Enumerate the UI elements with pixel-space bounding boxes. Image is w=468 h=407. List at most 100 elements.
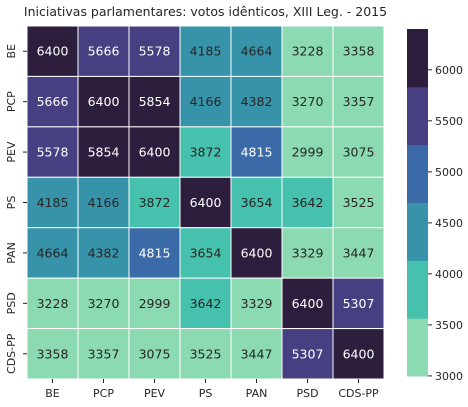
cell-label-CDS-PP-PS: 3525 (190, 346, 222, 361)
cell-label-PS-BE: 4185 (37, 195, 69, 210)
colorbar-segment (407, 144, 428, 203)
cell-label-PS-CDS-PP: 3525 (343, 195, 375, 210)
cell-label-BE-PSD: 3228 (292, 44, 324, 59)
colorbar-tick-label: 4500 (435, 217, 463, 230)
heatmap-cell-PSD-PS (179, 277, 232, 330)
y-tick-label: BE (5, 44, 18, 59)
y-axis-ticks: BE PCP PEV PS PAN PSD CDS-PP (5, 44, 27, 374)
cell-label-PAN-CDS-PP: 3447 (343, 245, 375, 260)
colorbar-segment (407, 86, 428, 146)
heatmap-cell-PEV-PSD (281, 126, 334, 178)
heatmap-cell-PS-CDS-PP (332, 176, 385, 229)
heatmap-cell-CDS-PP-PAN (230, 328, 283, 380)
cell-label-CDS-PP-CDS-PP: 6400 (343, 346, 375, 361)
heatmap-cell-PSD-PCP (77, 277, 130, 330)
colorbar-tick-label: 4000 (435, 268, 463, 281)
heatmap-cell-PEV-PEV (128, 126, 181, 178)
heatmap-cell-PSD-CDS-PP (332, 277, 385, 330)
colorbar-segment (407, 260, 428, 319)
heatmap-cells: 6400 5666 5578 4185 4664 3228 3358 5666 6400 5854… (26, 25, 385, 380)
colorbar-segment (407, 202, 428, 261)
x-tick-label: PEV (144, 387, 166, 400)
cell-label-PS-PCP: 4166 (88, 195, 120, 210)
cell-label-PS-PEV: 3872 (139, 195, 171, 210)
colorbar-segment (407, 318, 428, 377)
x-tick-label: BE (45, 387, 60, 400)
cell-label-PS-PSD: 3642 (292, 195, 324, 210)
cell-label-PS-PAN: 3654 (241, 195, 273, 210)
heatmap-cell-PEV-PCP (77, 126, 130, 178)
x-tick-label: PAN (246, 387, 268, 400)
colorbar-tick-label: 3000 (435, 370, 463, 383)
colorbar-tick-label: 5000 (435, 166, 463, 179)
heatmap-cell-PSD-BE (26, 277, 79, 330)
heatmap-cell-PEV-CDS-PP (332, 126, 385, 178)
cell-label-PAN-PEV: 4815 (139, 245, 171, 260)
cell-label-BE-BE: 6400 (37, 44, 69, 59)
x-axis-ticks: BE PCP PEV PS PAN PSD CDS-PP (45, 379, 379, 400)
heatmap-cell-CDS-PP-PEV (128, 328, 181, 380)
colorbar-tick-label: 5500 (435, 115, 463, 128)
cell-label-PCP-PCP: 6400 (88, 94, 120, 109)
cell-label-PSD-PS: 3642 (190, 296, 222, 311)
y-tick-label: PS (5, 196, 18, 210)
heatmap-cell-CDS-PP-PSD (281, 328, 334, 380)
heatmap-cell-PS-BE (26, 176, 79, 229)
x-tick-label: PCP (93, 387, 114, 400)
cell-label-PCP-PS: 4166 (190, 94, 222, 109)
y-tick-label: CDS-PP (5, 333, 18, 374)
cell-label-CDS-PP-PCP: 3357 (88, 346, 120, 361)
heatmap-cell-PSD-PAN (230, 277, 283, 330)
cell-label-BE-PS: 4185 (190, 44, 222, 59)
chart-title: Iniciativas parlamentares: votos idêntic… (24, 4, 387, 19)
y-tick-label: PAN (5, 242, 18, 264)
cell-label-PS-PS: 6400 (190, 195, 222, 210)
cell-label-PSD-CDS-PP: 5307 (343, 296, 375, 311)
colorbar: 3000 3500 4000 4500 5000 5500 6000 (407, 29, 463, 383)
heatmap-cell-PAN-PEV (128, 227, 181, 279)
heatmap-cell-PEV-PAN (230, 126, 283, 178)
cell-label-PEV-PCP: 5854 (88, 145, 120, 160)
heatmap-cell-PCP-CDS-PP (332, 75, 385, 128)
y-tick-label: PSD (5, 292, 18, 314)
cell-label-PAN-PS: 3654 (190, 245, 222, 260)
cell-label-BE-CDS-PP: 3358 (343, 44, 375, 59)
heatmap-cell-BE-PSD (281, 25, 334, 77)
cell-label-PSD-PAN: 3329 (241, 296, 273, 311)
cell-label-PEV-BE: 5578 (37, 145, 69, 160)
cell-label-PEV-CDS-PP: 3075 (343, 145, 375, 160)
cell-label-PCP-BE: 5666 (37, 94, 69, 109)
cell-label-PCP-PEV: 5854 (139, 94, 171, 109)
cell-label-PSD-PSD: 6400 (292, 296, 324, 311)
cell-label-PEV-PSD: 2999 (292, 145, 324, 160)
x-tick-label: PS (199, 387, 213, 400)
heatmap-cell-PS-PSD (281, 176, 334, 229)
heatmap-cell-PCP-PAN (230, 75, 283, 128)
cell-label-PCP-PAN: 4382 (241, 94, 273, 109)
x-tick-label: PSD (296, 387, 318, 400)
heatmap-cell-PEV-PS (179, 126, 232, 178)
cell-label-PCP-CDS-PP: 3357 (343, 94, 375, 109)
y-tick-label: PCP (5, 91, 18, 112)
heatmap-cell-CDS-PP-CDS-PP (332, 328, 385, 380)
cell-label-PAN-PCP: 4382 (88, 245, 120, 260)
cell-label-PAN-PSD: 3329 (292, 245, 324, 260)
cell-label-BE-PAN: 4664 (241, 44, 273, 59)
cell-label-PSD-PEV: 2999 (139, 296, 171, 311)
cell-label-PEV-PEV: 6400 (139, 145, 171, 160)
cell-label-BE-PCP: 5666 (88, 44, 120, 59)
cell-label-PAN-PAN: 6400 (241, 245, 273, 260)
heatmap-cell-CDS-PP-BE (26, 328, 79, 380)
cell-label-CDS-PP-BE: 3358 (37, 346, 69, 361)
colorbar-segment (407, 29, 428, 88)
heatmap-cell-PAN-BE (26, 227, 79, 279)
heatmap-cell-CDS-PP-PS (179, 328, 232, 380)
heatmap-cell-BE-PEV (128, 25, 181, 77)
heatmap-cell-PCP-PEV (128, 75, 181, 128)
cell-label-BE-PEV: 5578 (139, 44, 171, 59)
cell-label-PSD-BE: 3228 (37, 296, 69, 311)
cell-label-PEV-PS: 3872 (190, 145, 222, 160)
cell-label-CDS-PP-PAN: 3447 (241, 346, 273, 361)
cell-label-PSD-PCP: 3270 (88, 296, 120, 311)
